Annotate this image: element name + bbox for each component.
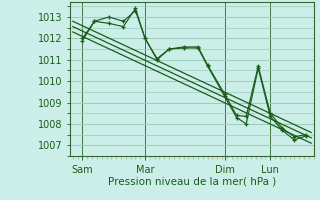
X-axis label: Pression niveau de la mer( hPa ): Pression niveau de la mer( hPa ): [108, 176, 276, 186]
